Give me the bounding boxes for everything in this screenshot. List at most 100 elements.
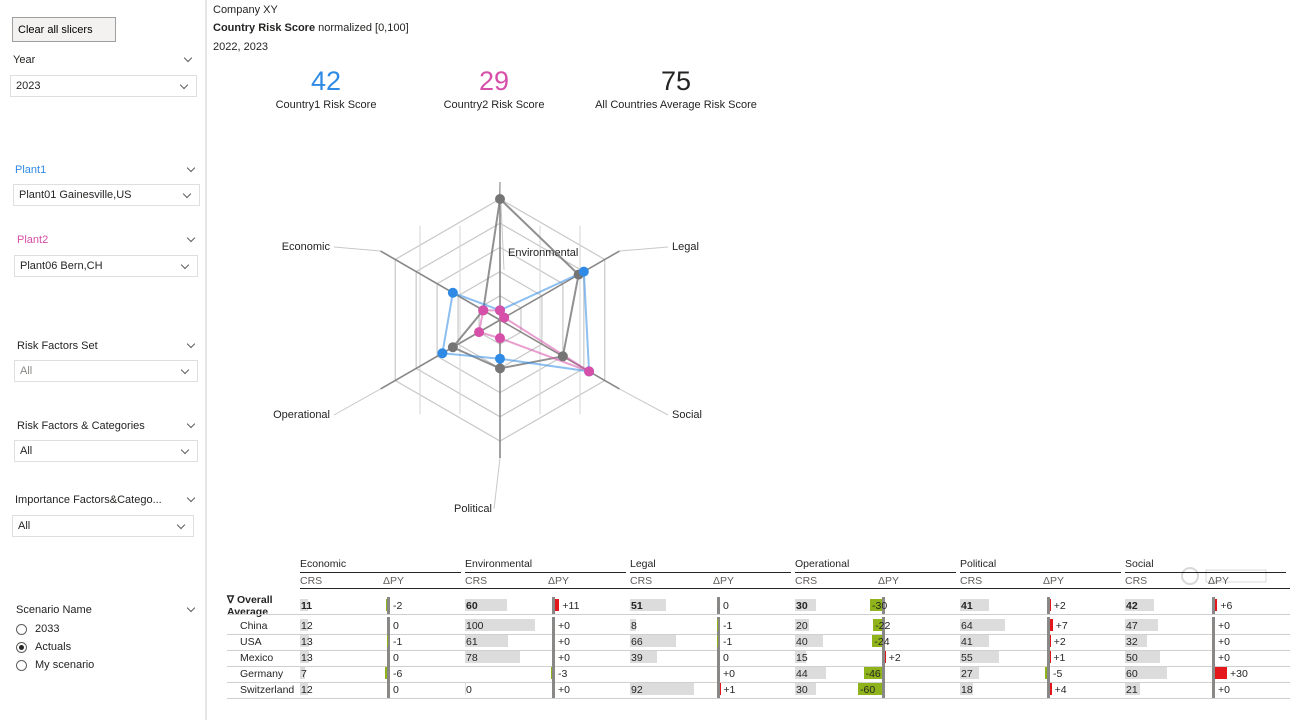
table-row-label: USA [240,636,262,648]
scenario-option-label: My scenario [35,659,95,671]
chevron-down-icon[interactable] [182,189,192,199]
crs-bar [465,619,535,631]
crs-value: 92 [631,684,643,696]
dpy-axis [387,681,390,698]
dpy-axis [552,633,555,650]
scenario-option-actuals[interactable]: Actuals [16,639,71,655]
table-subheader-dpy: ΔPY [1208,575,1230,587]
year-slicer-header[interactable]: Year [13,52,197,70]
table-group-underline [630,572,791,573]
table-subheader-crs: CRS [630,575,653,587]
crs-value: 61 [466,636,478,648]
radar-chart: Environmental Legal Social Political Operati… [273,182,702,515]
dpy-axis [1212,649,1215,666]
dpy-axis [387,597,390,614]
chevron-down-icon[interactable] [186,339,196,349]
radar-data-point [495,305,505,316]
chevron-down-icon[interactable] [179,80,189,90]
radio-button-selected-icon[interactable] [16,641,27,653]
table-row-label: Germany [240,668,284,680]
radio-button-icon[interactable] [16,659,27,671]
dpy-axis [1212,681,1215,698]
radar-data-point [499,312,510,323]
dpy-axis [882,665,885,682]
crs-bar [300,683,309,695]
dpy-bar-negative [1050,619,1053,631]
dpy-axis [882,633,885,650]
risk-factors-set-dropdown[interactable]: All [14,360,198,382]
chevron-down-icon[interactable] [186,603,196,613]
clear-all-slicers-button[interactable]: Clear all slicers [12,17,116,42]
table-subheader-dpy: ΔPY [383,575,405,587]
crs-value: 7 [301,668,307,680]
chevron-down-icon[interactable] [186,419,196,429]
radio-button-icon[interactable] [16,623,27,635]
chevron-down-icon[interactable] [186,233,196,243]
importance-factors-dropdown[interactable]: All [12,515,194,537]
risk-factors-categories-dropdown[interactable]: All [14,440,198,462]
dpy-value: 0 [393,652,399,664]
crs-value: 42 [1126,600,1138,612]
dpy-value: -24 [874,636,890,648]
chevron-down-icon[interactable] [180,445,190,455]
dpy-axis [387,649,390,666]
scenario-option-label: Actuals [35,641,72,653]
crs-bar [465,599,507,611]
plant1-dropdown[interactable]: Plant01 Gainesville,US [13,184,200,206]
dpy-value: +7 [1055,620,1068,632]
crs-value: 60 [1126,668,1138,680]
radar-data-point [578,266,589,277]
importance-factors-slicer-header[interactable]: Importance Factors&Catego... [15,492,197,510]
risk-factors-categories-slicer-header[interactable]: Risk Factors & Categories [17,418,197,436]
plant1-slicer-header[interactable]: Plant1 [15,162,197,180]
year-dropdown[interactable]: 2023 [10,75,197,97]
crs-bar [630,635,677,647]
radar-axis-label: Operational [273,409,330,421]
chevron-down-icon[interactable] [186,493,196,503]
crs-value: 40 [796,636,808,648]
risk-factors-set-label: Risk Factors Set [17,340,98,352]
risk-factors-set-slicer-header[interactable]: Risk Factors Set [17,338,197,356]
dpy-bar-negative [555,599,560,611]
plant2-dropdown[interactable]: Plant06 Bern,CH [14,255,198,277]
crs-value: 44 [796,668,808,680]
dpy-axis [1047,633,1050,650]
dpy-value: +2 [1053,636,1066,648]
crs-value: 13 [301,652,313,664]
scenario-slicer-header[interactable]: Scenario Name [16,602,197,620]
scenario-option-label: 2033 [35,623,60,635]
crs-bar [960,667,979,679]
table-group-header: Environmental [465,558,533,570]
scenario-option-my-scenario[interactable]: My scenario [16,657,94,673]
chevron-down-icon[interactable] [183,53,193,63]
radar-data-point [478,305,489,316]
scenario-option-2033[interactable]: 2033 [16,621,59,637]
dpy-axis [387,633,390,650]
dpy-bar-negative [1050,635,1051,647]
dpy-bar-positive [1045,667,1047,679]
radar-axis-label: Legal [672,241,699,253]
dpy-axis [717,597,720,614]
table-total-label: Average [227,606,269,618]
year-slicer-label: Year [13,54,36,66]
dpy-value: +11 [562,600,580,612]
plant1-slicer-label: Plant1 [15,164,47,176]
chevron-down-icon[interactable] [176,520,186,530]
crs-bar [630,599,666,611]
radar-label-leader [333,246,381,252]
dpy-bar-positive [386,599,387,611]
chevron-down-icon[interactable] [186,163,196,173]
table-group-underline [960,572,1121,573]
dpy-bar-negative [1215,599,1218,611]
crs-bar [795,635,823,647]
crs-value: 8 [631,620,637,632]
table-subheader-crs: CRS [960,575,983,587]
table-group-header: Political [960,558,997,570]
kpi-country2: 29 Country2 Risk Score [394,66,594,111]
chevron-down-icon[interactable] [180,260,190,270]
plant2-slicer-label: Plant2 [17,234,49,246]
chevron-down-icon[interactable] [180,365,190,375]
plant2-slicer-header[interactable]: Plant2 [17,232,197,250]
dpy-bar-positive [863,667,882,679]
crs-value: 12 [301,684,313,696]
